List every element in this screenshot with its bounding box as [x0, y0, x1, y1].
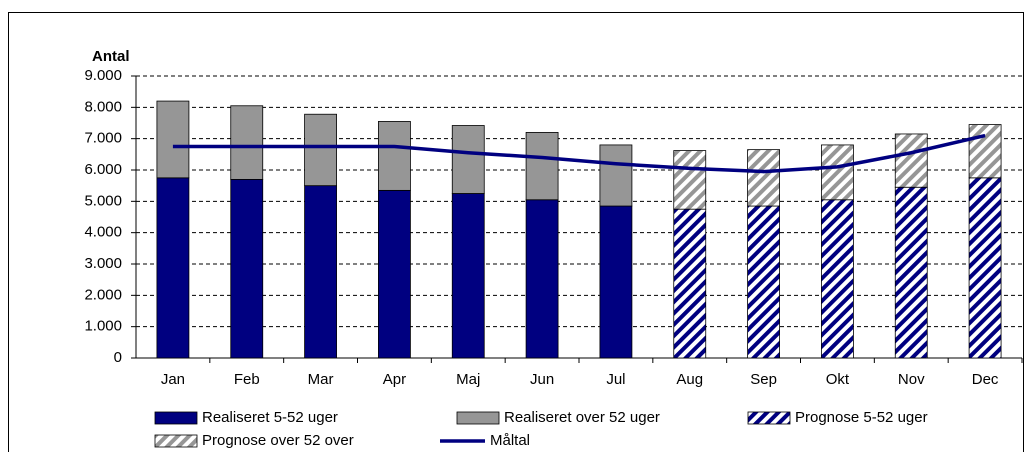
chart-frame: [8, 12, 1024, 452]
bar: [451, 193, 485, 359]
bar: [378, 121, 411, 191]
legend-label: Realiseret over 52 uger: [504, 409, 660, 426]
bar: [747, 149, 780, 207]
y-tick-label: 4.000: [84, 224, 122, 241]
y-tick-label: 9.000: [84, 67, 122, 84]
legend-label: Prognose over 52 over: [202, 432, 354, 449]
legend-label: Realiseret 5-52 uger: [202, 409, 338, 426]
bar: [968, 177, 1002, 359]
bar: [304, 185, 337, 359]
x-tick-label: Jan: [161, 371, 185, 388]
bar: [599, 205, 633, 359]
bar: [230, 178, 264, 359]
bar: [821, 199, 854, 359]
y-tick-label: 1.000: [84, 318, 122, 335]
x-tick-label: Okt: [826, 371, 850, 388]
x-tick-label: Sep: [750, 371, 777, 388]
bar: [451, 125, 485, 194]
y-tick-label: 2.000: [84, 286, 122, 303]
y-tick-label: 8.000: [84, 98, 122, 115]
x-tick-label: Jun: [530, 371, 554, 388]
bar: [156, 177, 190, 359]
x-tick-label: Mar: [308, 371, 334, 388]
x-tick-label: Maj: [456, 371, 480, 388]
legend-swatch: [154, 434, 198, 448]
bar: [230, 105, 264, 180]
bar: [378, 189, 411, 359]
bar: [525, 199, 559, 359]
bar: [304, 113, 337, 187]
line: [172, 133, 986, 174]
legend-label: Prognose 5-52 uger: [795, 409, 928, 426]
bar: [968, 124, 1002, 179]
bar: [599, 144, 633, 207]
x-tick-label: Aug: [676, 371, 703, 388]
bar: [156, 100, 190, 179]
x-tick-label: Nov: [898, 371, 925, 388]
y-axis-title: Antal: [92, 48, 130, 65]
legend-swatch: [456, 411, 500, 425]
bar: [894, 186, 928, 359]
y-tick-label: 5.000: [84, 192, 122, 209]
x-tick-label: Dec: [972, 371, 999, 388]
x-tick-label: Apr: [383, 371, 406, 388]
y-tick-label: 7.000: [84, 130, 122, 147]
legend-swatch: [747, 411, 791, 425]
bar: [673, 150, 707, 210]
x-tick-label: Feb: [234, 371, 260, 388]
bar: [894, 133, 928, 188]
bar: [673, 208, 707, 359]
bar: [821, 144, 854, 201]
y-tick-label: 3.000: [84, 255, 122, 272]
y-tick-label: 6.000: [84, 161, 122, 178]
legend-label: Måltal: [490, 432, 530, 449]
bar: [747, 205, 780, 359]
legend-swatch: [154, 411, 198, 425]
y-tick-label: 0: [114, 349, 122, 366]
bar: [525, 131, 559, 201]
x-tick-label: Jul: [606, 371, 625, 388]
